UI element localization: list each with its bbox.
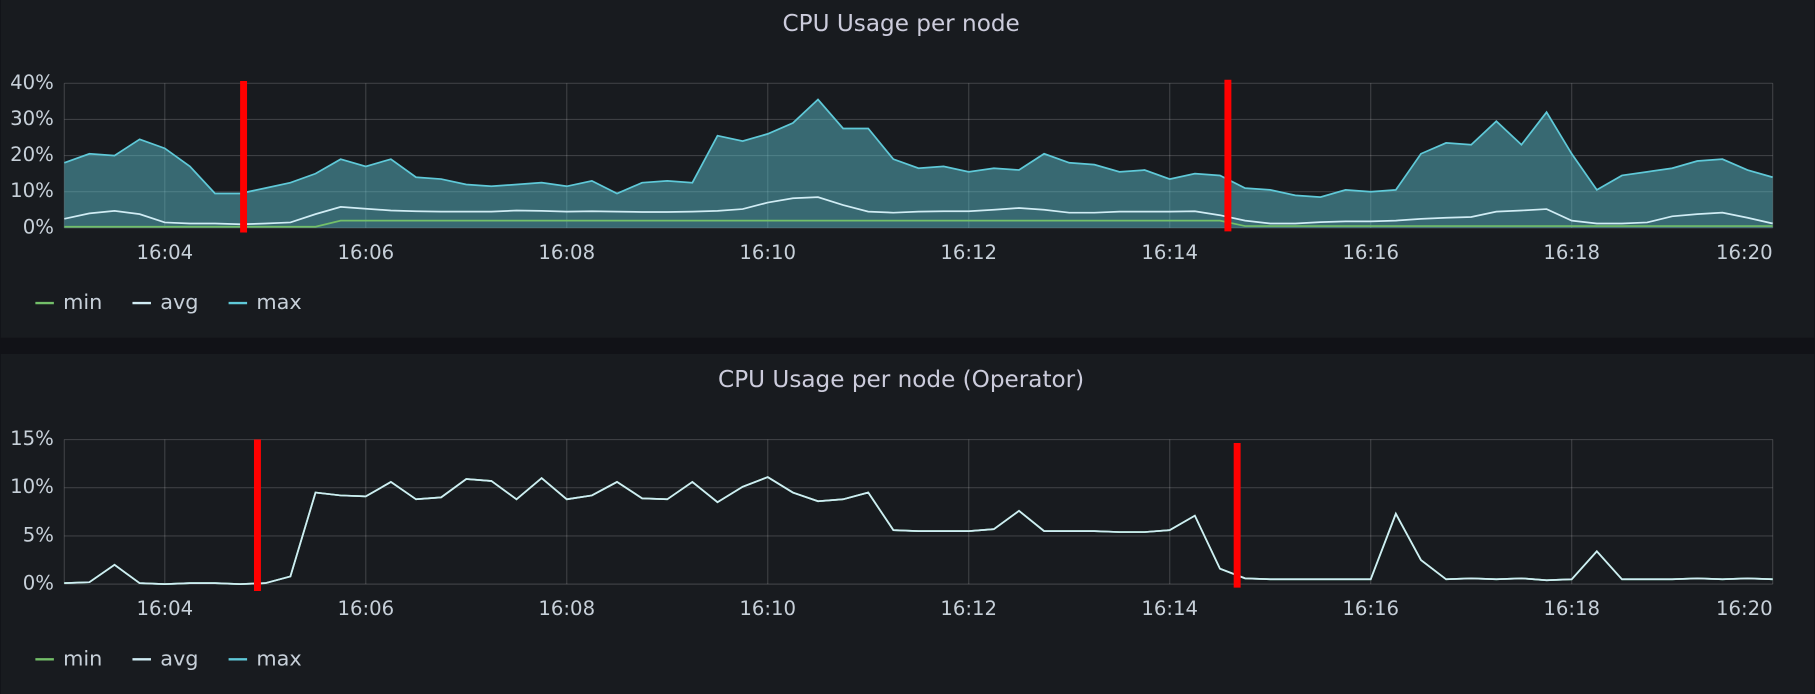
legend-label: min	[63, 290, 102, 314]
chart: CPU Usage per node (Operator) 0% 5% 10% 15% 1…	[10, 367, 1774, 670]
series-line	[64, 219, 1773, 228]
y-tick-label: 15%	[10, 427, 54, 450]
x-tick-label: 16:14	[1141, 597, 1198, 620]
chart: CPU Usage per node 0% 10% 20% 30% 40% 16:04 16:…	[10, 11, 1774, 314]
x-tick-label: 16:18	[1543, 597, 1600, 620]
y-tick-label: 10%	[10, 179, 54, 202]
x-tick-label: 16:20	[1716, 241, 1773, 264]
y-tick-label: 0%	[23, 572, 54, 595]
annotation-marks	[240, 79, 1241, 592]
y-tick-label: 5%	[23, 523, 54, 546]
x-tick-label: 16:10	[739, 597, 796, 620]
chart-title: CPU Usage per node	[783, 11, 1020, 37]
legend-label: avg	[160, 290, 198, 314]
x-tick-label: 16:04	[136, 597, 193, 620]
series-line	[63, 98, 1773, 199]
x-tick-label: 16:20	[1716, 597, 1773, 620]
area	[64, 99, 1773, 228]
series-line	[64, 196, 1773, 226]
x-tick-label: 16:08	[538, 241, 595, 264]
legend-label: max	[256, 290, 301, 314]
chart-title: CPU Usage per node (Operator)	[718, 367, 1084, 393]
x-tick-label: 16:12	[940, 241, 997, 264]
x-tick-label: 16:06	[337, 597, 394, 620]
y-tick-label: 0%	[23, 215, 54, 238]
panel	[0, 353, 1815, 694]
x-tick-label: 16:06	[337, 241, 394, 264]
y-tick-label: 10%	[10, 475, 54, 498]
x-tick-label: 16:14	[1141, 241, 1198, 264]
x-tick-label: 16:18	[1543, 241, 1600, 264]
y-tick-label: 20%	[10, 143, 54, 166]
y-tick-label: 30%	[10, 107, 54, 130]
y-tick-label: 40%	[10, 71, 54, 94]
x-tick-label: 16:12	[940, 597, 997, 620]
x-tick-label: 16:08	[538, 597, 595, 620]
legend-label: max	[256, 646, 301, 670]
series-line	[64, 476, 1773, 585]
x-tick-label: 16:16	[1342, 241, 1399, 264]
legend-label: avg	[160, 646, 198, 670]
legend-label: min	[63, 646, 102, 670]
plots: CPU Usage per node 0% 10% 20% 30% 40% 16:04 16:…	[10, 11, 1774, 670]
x-tick-label: 16:04	[136, 241, 193, 264]
x-tick-label: 16:16	[1342, 597, 1399, 620]
panel	[0, 0, 1815, 338]
x-tick-label: 16:10	[739, 241, 796, 264]
